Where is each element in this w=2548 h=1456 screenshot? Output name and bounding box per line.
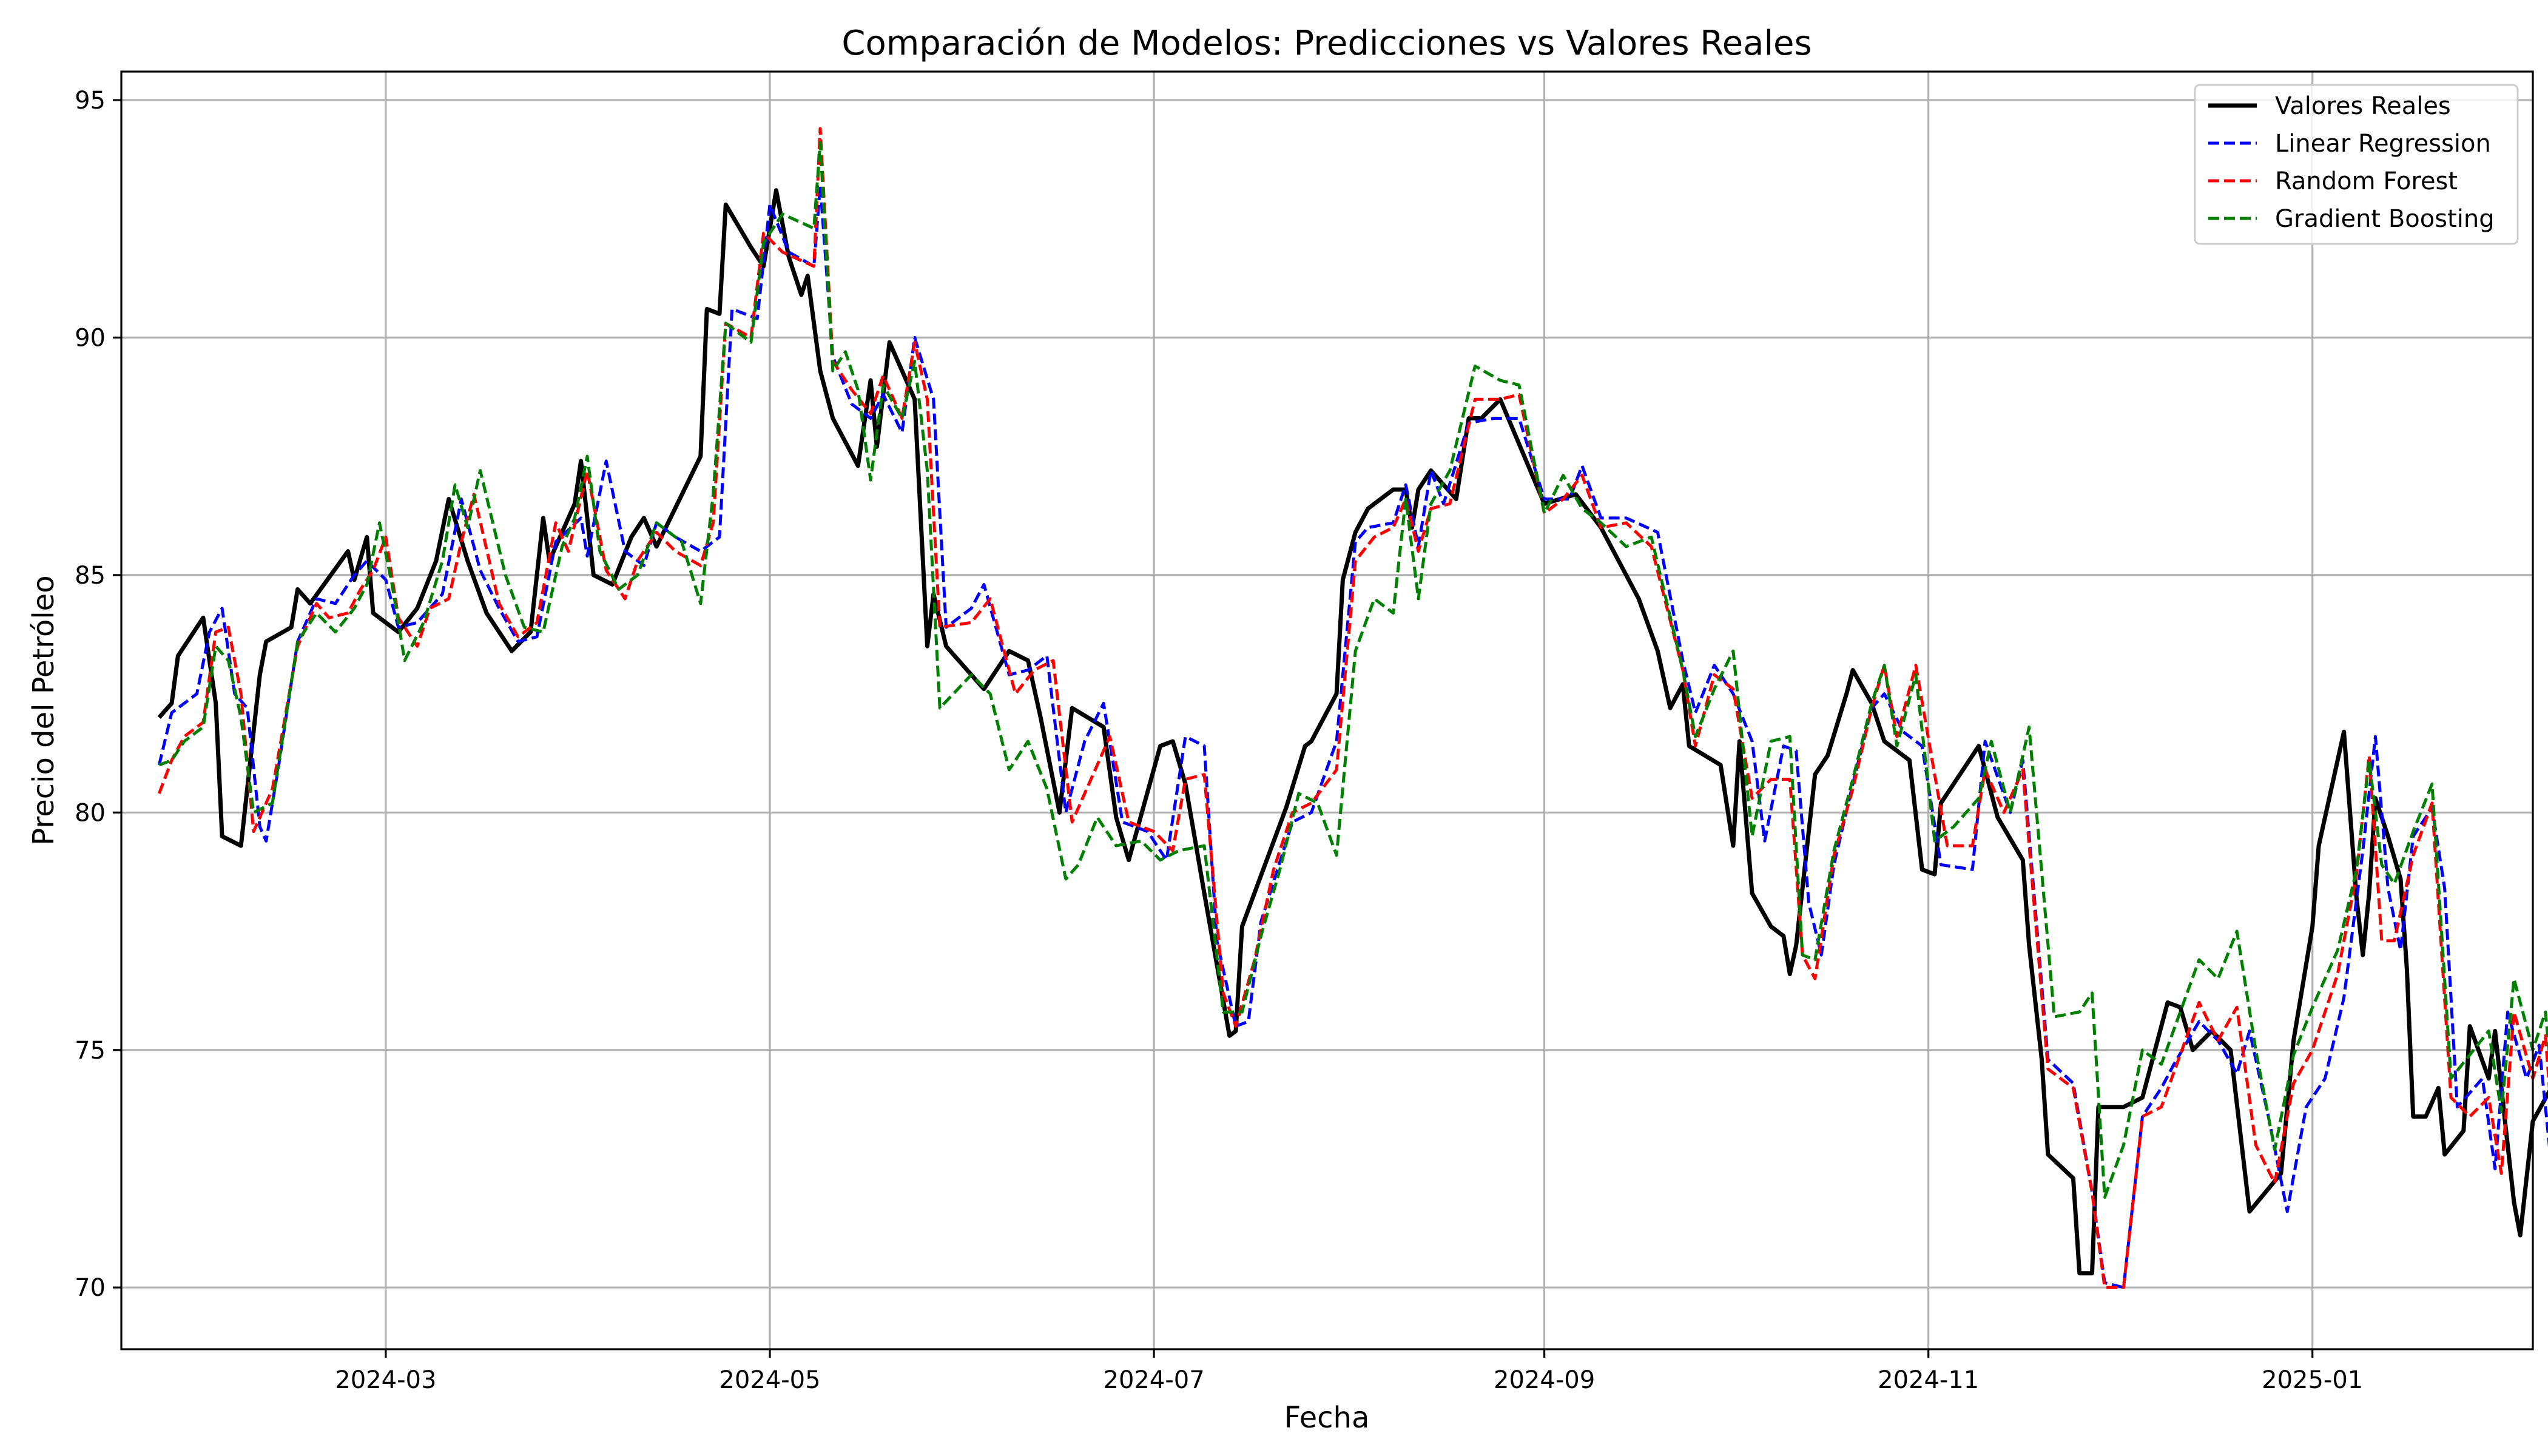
y-tick-label: 75	[75, 1037, 106, 1065]
plot-frame	[120, 70, 2534, 1350]
y-tick-label: 95	[75, 87, 106, 115]
x-tick-label: 2025-01	[2262, 1366, 2363, 1394]
series-line-linear-regression	[157, 184, 2548, 1289]
axis-ticks: 2024-03 2024-05 2024-07 2024-09 2024-11 2025-…	[75, 87, 2363, 1394]
plot-series	[157, 127, 2548, 1289]
y-axis-label: Precio del Petróleo	[27, 575, 61, 845]
legend-label: Linear Regression	[2275, 130, 2491, 158]
legend-label: Valores Reales	[2275, 92, 2451, 120]
x-tick-label: 2024-07	[1104, 1366, 1205, 1394]
x-tick-label: 2024-11	[1878, 1366, 1979, 1394]
y-tick-label: 70	[75, 1274, 106, 1302]
x-tick-label: 2024-05	[719, 1366, 820, 1394]
x-tick-label: 2024-03	[335, 1366, 436, 1394]
chart-title: Comparación de Modelos: Predicciones vs …	[841, 24, 1812, 63]
grid	[121, 72, 2533, 1349]
series-line-random-forest	[157, 127, 2548, 1289]
y-tick-label: 80	[75, 799, 106, 827]
legend: Valores Reales Linear Regression Random Fo…	[2194, 84, 2519, 245]
y-tick-label: 90	[75, 324, 106, 352]
legend-box	[2194, 84, 2519, 245]
x-axis-label: Fecha	[1284, 1401, 1370, 1435]
legend-label: Gradient Boosting	[2275, 205, 2495, 233]
y-tick-label: 85	[75, 562, 106, 590]
legend-label: Random Forest	[2275, 167, 2458, 195]
series-line-valores-reales	[157, 188, 2548, 1276]
series-line-gradient-boosting	[158, 141, 2548, 1199]
x-tick-label: 2024-09	[1494, 1366, 1595, 1394]
